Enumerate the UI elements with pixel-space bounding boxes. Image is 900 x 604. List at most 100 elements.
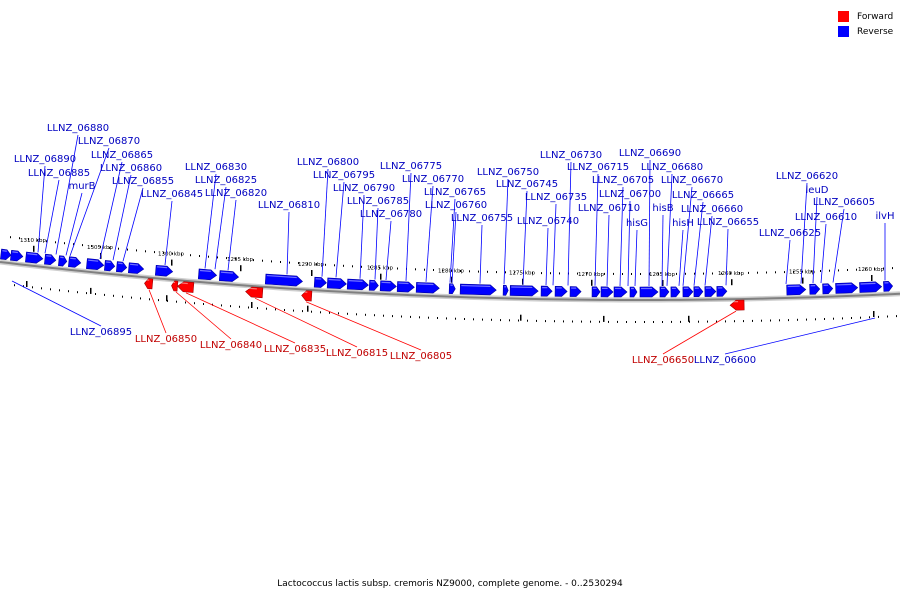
reverse-gene-arrow-20-group (416, 282, 439, 293)
minor-tick-below (392, 315, 393, 317)
reverse-gene-label-below-0: LLNZ_06895 (70, 327, 132, 338)
minor-tick-below (770, 320, 771, 322)
forward-gene-label-2: LLNZ_06835 (264, 344, 326, 355)
minor-tick-below (815, 318, 816, 320)
minor-tick-above (604, 273, 605, 275)
minor-tick-above (397, 268, 398, 270)
reverse-gene-arrow-24-group (510, 285, 538, 296)
legend-label-forward: Forward (857, 12, 893, 22)
reverse-gene-arrow-3-group (44, 254, 56, 265)
reverse-gene-label-28: LLNZ_06715 (567, 162, 629, 173)
minor-tick-below (869, 316, 870, 318)
forward-gene-arrow-0-group (144, 278, 153, 289)
minor-tick-below (806, 319, 807, 321)
forward-gene-arrow-1-group (171, 281, 178, 291)
reverse-gene-arrow-12-group (219, 271, 239, 282)
leader-line-10 (215, 187, 226, 269)
reverse-gene-label-7: LLNZ_06855 (112, 176, 174, 187)
minor-tick-below (194, 302, 195, 304)
leader-line-23 (504, 179, 508, 284)
reverse-gene-arrow-32-group (640, 287, 658, 297)
minor-tick-above (343, 265, 344, 267)
minor-tick-below (851, 317, 852, 319)
legend-item-forward: Forward (838, 9, 893, 24)
minor-tick-below (473, 318, 474, 320)
reverse-gene-arrow-42-group (836, 283, 858, 294)
forward-gene-label-1: LLNZ_06840 (200, 340, 262, 351)
forward-leader-line-4 (306, 302, 421, 350)
forward-gene-arrow-3-group (245, 287, 263, 298)
minor-tick-above (217, 256, 218, 258)
minor-tick-below (293, 310, 294, 312)
reverse-gene-label-4: LLNZ_06885 (28, 168, 90, 179)
minor-tick-below (158, 299, 159, 301)
minor-tick-below (644, 321, 645, 323)
scale-tick-label-1: 1305 kbp (87, 245, 113, 251)
forward-gene-arrow-3-highlight (247, 288, 257, 289)
minor-tick-below (707, 321, 708, 323)
reverse-gene-arrow-30-group (614, 287, 627, 297)
reverse-gene-arrow-22-group (460, 284, 496, 295)
reverse-gene-label-27: LLNZ_06730 (540, 150, 602, 161)
reverse-gene-label-11: LLNZ_06820 (205, 188, 267, 199)
reverse-gene-label-18: LLNZ_06775 (380, 161, 442, 172)
major-tick-below-3 (251, 302, 253, 308)
reverse-gene-label-42: leuD (806, 185, 829, 196)
minor-tick-below (104, 294, 105, 296)
scale-tick-2 (171, 260, 173, 266)
major-tick-below-0 (26, 281, 28, 287)
minor-tick-above (892, 267, 893, 269)
reverse-gene-label-21: LLNZ_06760 (425, 200, 487, 211)
minor-tick-below (239, 306, 240, 308)
minor-tick-above (829, 270, 830, 272)
reverse-gene-arrow-34-group (671, 287, 680, 297)
reverse-gene-arrow-40-group (810, 284, 820, 294)
reverse-gene-label-30: LLNZ_06700 (599, 189, 661, 200)
reverse-gene-label-below-1: LLNZ_06600 (694, 355, 756, 366)
major-tick-below-6 (603, 316, 605, 322)
minor-tick-below (482, 319, 483, 321)
reverse-gene-arrow-36-group (694, 287, 703, 297)
minor-tick-below (248, 307, 249, 309)
reverse-gene-arrow-11-group (198, 269, 217, 280)
scale-tick-label-11: 1255 kbp (789, 270, 815, 276)
minor-tick-below (383, 315, 384, 317)
minor-tick-below (887, 316, 888, 318)
minor-tick-below (617, 321, 618, 323)
reverse-gene-arrow-7-group (104, 260, 115, 271)
minor-tick-below (653, 321, 654, 323)
minor-tick-below (698, 321, 699, 323)
legend-label-reverse: Reverse (857, 27, 893, 37)
scale-tick-label-4: 1290 kbp (298, 262, 324, 268)
leader-line-28 (595, 174, 598, 286)
reverse-gene-label-23: LLNZ_06750 (477, 167, 539, 178)
forward-gene-arrow-5-group (730, 300, 744, 310)
minor-tick-above (640, 273, 641, 275)
scale-tick-8 (591, 280, 593, 286)
minor-tick-above (361, 266, 362, 268)
reverse-gene-arrow-29-group (601, 287, 613, 297)
scale-tick-label-0: 1310 kbp (20, 238, 46, 244)
scale-tick-label-8: 1270 kbp (578, 272, 604, 278)
forward-leader-line-1 (176, 292, 231, 339)
minor-tick-below (509, 319, 510, 321)
minor-tick-above (271, 260, 272, 262)
leader-line-14 (336, 182, 344, 277)
reverse-gene-label-33: LLNZ_06690 (619, 148, 681, 159)
reverse-gene-label-17: LLNZ_06780 (360, 209, 422, 220)
reverse-gene-arrow-37-group (705, 286, 716, 296)
minor-tick-below (788, 319, 789, 321)
minor-tick-below (680, 321, 681, 323)
minor-tick-below (113, 295, 114, 297)
legend-item-reverse: Reverse (838, 24, 893, 39)
minor-tick-above (190, 254, 191, 256)
minor-tick-above (622, 273, 623, 275)
scale-tick-label-7: 1275 kbp (509, 271, 535, 277)
reverse-gene-label-3: LLNZ_06865 (91, 150, 153, 161)
minor-tick-below (356, 313, 357, 315)
minor-tick-above (10, 236, 11, 238)
minor-tick-below (203, 303, 204, 305)
forward-gene-label-5: LLNZ_06650 (632, 355, 694, 366)
major-tick-below-2 (166, 295, 168, 301)
